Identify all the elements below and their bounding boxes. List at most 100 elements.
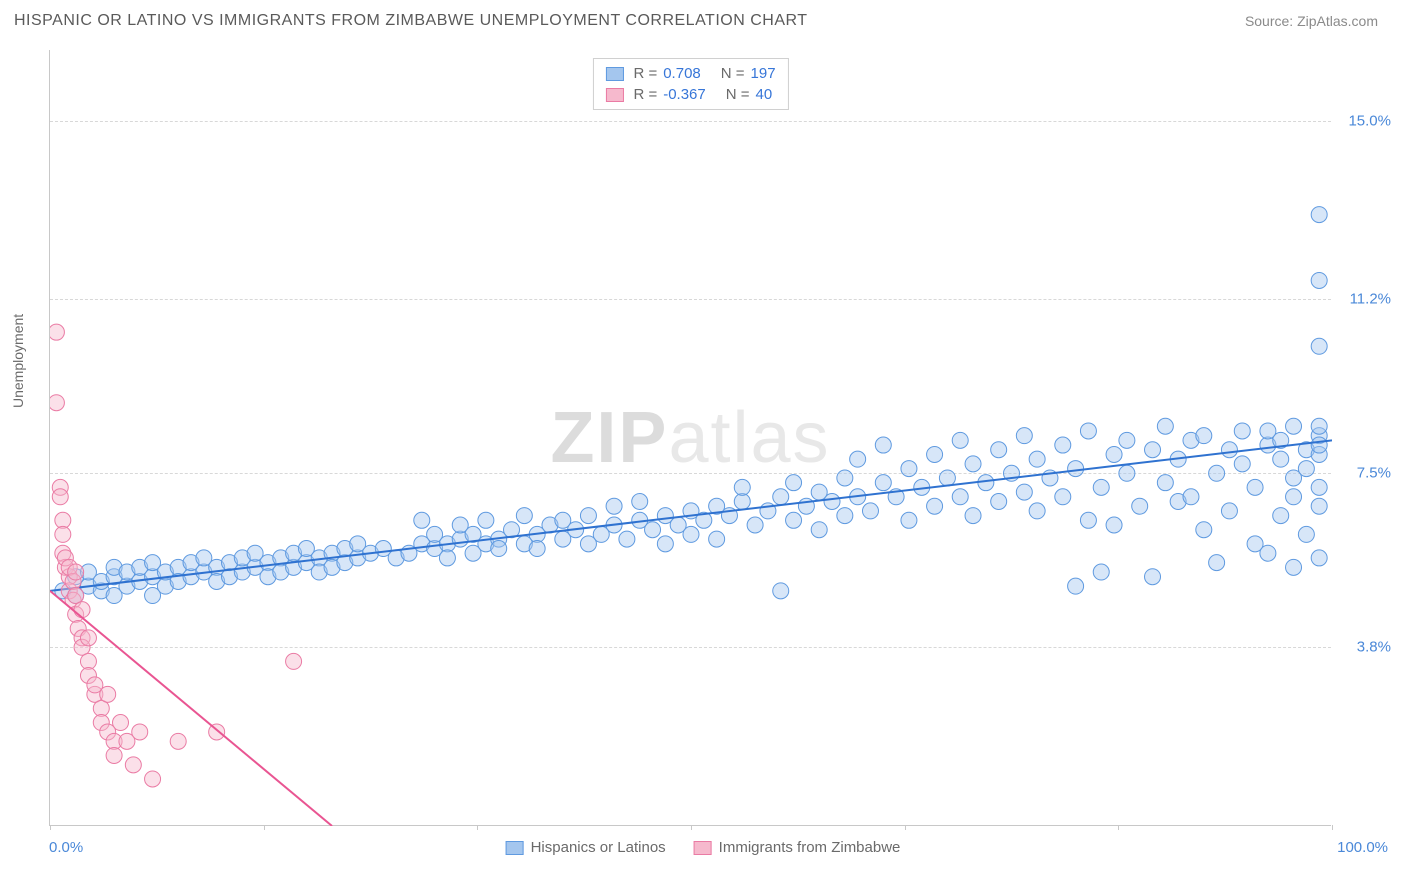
data-point: [734, 479, 750, 495]
data-point: [100, 686, 116, 702]
data-point: [1080, 423, 1096, 439]
data-point: [1068, 578, 1084, 594]
legend-n-value: 197: [751, 65, 776, 82]
data-point: [1209, 555, 1225, 571]
data-point: [606, 498, 622, 514]
data-point: [439, 550, 455, 566]
data-point: [824, 493, 840, 509]
data-point: [1311, 479, 1327, 495]
chart-header: HISPANIC OR LATINO VS IMMIGRANTS FROM ZI…: [0, 0, 1406, 38]
data-point: [1106, 446, 1122, 462]
series-legend: Hispanics or Latinos Immigrants from Zimb…: [506, 839, 901, 856]
chart-title: HISPANIC OR LATINO VS IMMIGRANTS FROM ZI…: [14, 12, 808, 30]
trend-line: [50, 591, 332, 826]
scatter-svg: [50, 50, 1332, 826]
data-point: [1055, 489, 1071, 505]
y-tick-label: 7.5%: [1357, 465, 1391, 482]
data-point: [991, 493, 1007, 509]
data-point: [478, 512, 494, 528]
data-point: [1247, 479, 1263, 495]
chart-source: Source: ZipAtlas.com: [1245, 13, 1378, 29]
data-point: [1157, 418, 1173, 434]
data-point: [1132, 498, 1148, 514]
data-point: [1029, 451, 1045, 467]
data-point: [516, 508, 532, 524]
data-point: [939, 470, 955, 486]
data-point: [1273, 451, 1289, 467]
legend-item: Hispanics or Latinos: [506, 839, 666, 856]
data-point: [106, 747, 122, 763]
data-point: [786, 475, 802, 491]
data-point: [55, 526, 71, 542]
y-axis-label: Unemployment: [10, 314, 26, 408]
data-point: [1196, 428, 1212, 444]
data-point: [850, 451, 866, 467]
data-point: [1016, 428, 1032, 444]
legend-swatch: [605, 67, 623, 81]
data-point: [1221, 503, 1237, 519]
data-point: [927, 498, 943, 514]
data-point: [875, 475, 891, 491]
data-point: [529, 541, 545, 557]
data-point: [145, 771, 161, 787]
data-point: [1106, 517, 1122, 533]
data-point: [125, 757, 141, 773]
data-point: [811, 522, 827, 538]
y-tick-label: 11.2%: [1350, 291, 1391, 308]
data-point: [1183, 489, 1199, 505]
data-point: [619, 531, 635, 547]
y-tick-label: 15.0%: [1348, 112, 1391, 129]
data-point: [965, 456, 981, 472]
data-point: [1298, 461, 1314, 477]
data-point: [50, 395, 64, 411]
data-point: [55, 512, 71, 528]
data-point: [1029, 503, 1045, 519]
data-point: [952, 489, 968, 505]
data-point: [1209, 465, 1225, 481]
data-point: [837, 508, 853, 524]
data-point: [875, 437, 891, 453]
legend-label: Immigrants from Zimbabwe: [719, 839, 901, 856]
data-point: [1311, 207, 1327, 223]
data-point: [1234, 456, 1250, 472]
data-point: [50, 324, 64, 340]
data-point: [1311, 418, 1327, 434]
data-point: [952, 432, 968, 448]
data-point: [132, 724, 148, 740]
data-point: [1311, 550, 1327, 566]
correlation-legend: R = 0.708N = 197R = -0.367N = 40: [592, 58, 788, 110]
data-point: [747, 517, 763, 533]
data-point: [978, 475, 994, 491]
data-point: [632, 493, 648, 509]
legend-n-label: N =: [726, 86, 750, 103]
legend-r-value: 0.708: [663, 65, 701, 82]
legend-n-label: N =: [721, 65, 745, 82]
data-point: [1273, 508, 1289, 524]
legend-label: Hispanics or Latinos: [531, 839, 666, 856]
data-point: [1298, 526, 1314, 542]
data-point: [1196, 522, 1212, 538]
data-point: [1068, 461, 1084, 477]
data-point: [991, 442, 1007, 458]
x-axis-max-label: 100.0%: [1337, 839, 1388, 856]
data-point: [1311, 338, 1327, 354]
data-point: [414, 512, 430, 528]
data-point: [1080, 512, 1096, 528]
data-point: [1157, 475, 1173, 491]
data-point: [734, 493, 750, 509]
data-point: [1286, 418, 1302, 434]
data-point: [965, 508, 981, 524]
data-point: [1119, 465, 1135, 481]
data-point: [709, 531, 725, 547]
data-point: [491, 541, 507, 557]
data-point: [786, 512, 802, 528]
data-point: [580, 508, 596, 524]
legend-row: R = -0.367N = 40: [605, 84, 775, 105]
legend-n-value: 40: [756, 86, 773, 103]
data-point: [1016, 484, 1032, 500]
data-point: [645, 522, 661, 538]
legend-swatch: [694, 841, 712, 855]
legend-r-value: -0.367: [663, 86, 706, 103]
data-point: [901, 461, 917, 477]
data-point: [52, 489, 68, 505]
